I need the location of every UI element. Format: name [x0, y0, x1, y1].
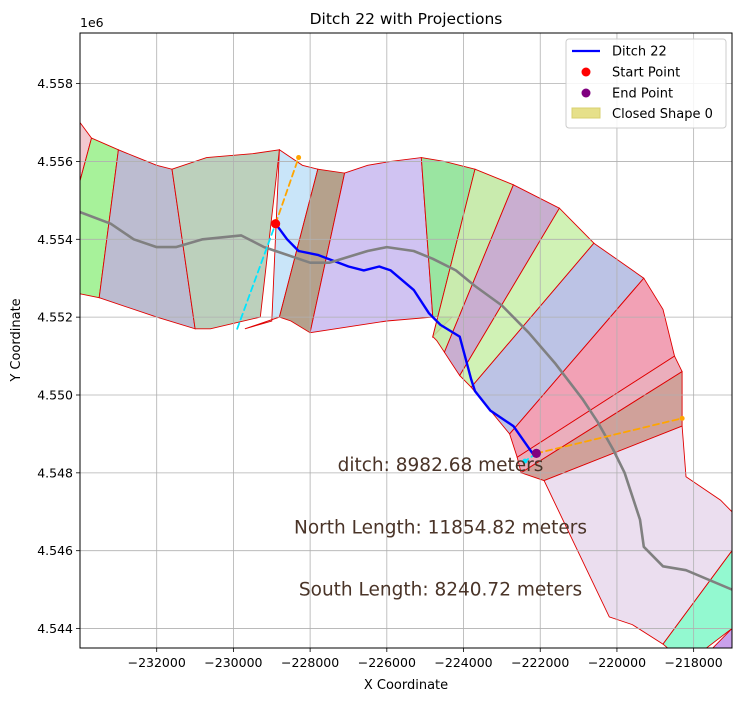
- series-lines: [80, 155, 732, 591]
- closed-shape-16: [662, 549, 732, 648]
- y-tick-label-1: 4.546: [37, 543, 73, 558]
- legend-box: [565, 38, 727, 129]
- series-endpoint-3: [296, 155, 302, 161]
- legend: Ditch 22 Start Point End Point Closed Sh…: [565, 38, 727, 129]
- x-tick-label-4: −224000: [434, 655, 492, 670]
- y-tick-label-7: 4.558: [37, 76, 73, 91]
- annotation-2: South Length: 8240.72 meters: [299, 580, 582, 601]
- x-tick-label-2: −228000: [281, 655, 339, 670]
- closed-shape-17: [712, 627, 732, 648]
- series-line-1: [80, 210, 732, 591]
- y-axis-label: Y Coordinate: [9, 298, 24, 382]
- x-tick-label-0: −232000: [128, 655, 186, 670]
- y-tick-label-4: 4.552: [37, 310, 73, 325]
- x-tick-label-1: −230000: [204, 655, 262, 670]
- legend-label-closed-shape: Closed Shape 0: [612, 107, 713, 122]
- series-endpoint-4: [679, 415, 685, 421]
- closed-shape-5: [278, 168, 346, 334]
- series-line-4: [535, 417, 683, 455]
- x-tick-label-5: −222000: [511, 655, 569, 670]
- marker-points: [271, 219, 542, 458]
- series-line-0: [274, 222, 534, 455]
- plot-frame: [79, 32, 733, 649]
- closed-shape-9: [443, 184, 561, 377]
- point-1: [531, 448, 542, 458]
- legend-swatch-closed-shape: [571, 107, 601, 119]
- closed-shape-8: [432, 168, 514, 354]
- legend-label-ditch: Ditch 22: [612, 45, 667, 60]
- annotation-1: North Length: 11854.82 meters: [294, 517, 587, 538]
- y-tick-label-2: 4.548: [37, 465, 73, 480]
- chart-title: Ditch 22 with Projections: [310, 10, 503, 28]
- fill-polygons: [80, 121, 732, 648]
- legend-swatch-end: [581, 88, 591, 98]
- x-axis-label: X Coordinate: [364, 678, 448, 693]
- legend-label-end: End Point: [612, 87, 673, 102]
- annotations: ditch: 8982.68 meters North Length: 11854…: [294, 455, 587, 601]
- x-tick-label-7: −218000: [665, 655, 723, 670]
- y-tick-label-0: 4.544: [37, 621, 73, 636]
- series-line-2: [236, 222, 277, 330]
- y-offset-text: 1e6: [80, 15, 104, 30]
- y-ticks: 4.544 4.546 4.548 4.550 4.552 4.554 4.556 4.558: [37, 76, 80, 636]
- x-tick-label-3: −226000: [358, 655, 416, 670]
- grid-lines: [80, 33, 732, 648]
- legend-label-start: Start Point: [612, 66, 680, 81]
- annotation-0: ditch: 8982.68 meters: [338, 455, 544, 476]
- x-tick-label-6: −220000: [588, 655, 646, 670]
- y-tick-label-6: 4.556: [37, 154, 73, 169]
- y-tick-label-3: 4.550: [37, 387, 73, 402]
- series-endpoint-5: [522, 458, 528, 464]
- series-line-3: [274, 156, 300, 225]
- legend-swatch-start: [581, 67, 591, 77]
- closed-shape-1: [80, 137, 119, 299]
- x-ticks: −232000 −230000 −228000 −226000 −224000 −2220…: [128, 648, 723, 670]
- y-tick-label-5: 4.554: [37, 232, 73, 247]
- point-0: [271, 219, 281, 229]
